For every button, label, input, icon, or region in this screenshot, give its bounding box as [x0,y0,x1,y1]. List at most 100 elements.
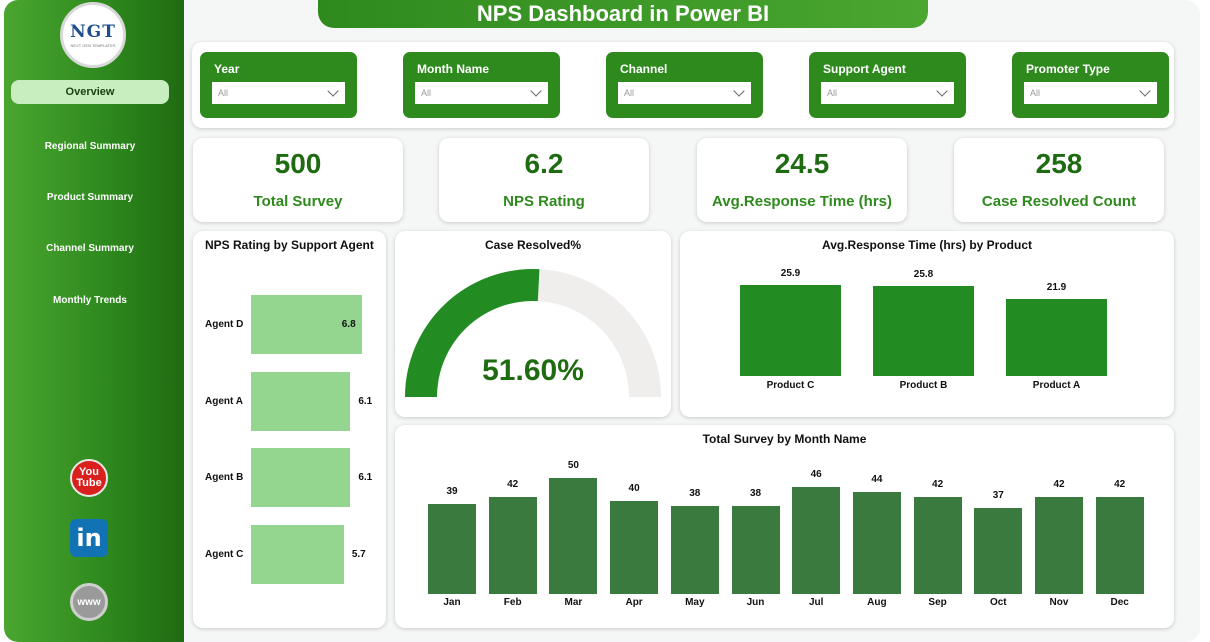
kpi-avg-response-time: 24.5 Avg.Response Time (hrs) [697,138,907,222]
bar [913,496,962,594]
category-label: Apr [625,597,643,608]
linkedin-icon[interactable]: in [70,519,108,557]
category-label: Agent D [205,319,244,330]
chart-title: Avg.Response Time (hrs) by Product [821,238,1033,252]
chart-response-time-by-product: Avg.Response Time (hrs) by Product 25.9 P… [680,231,1174,417]
bar [488,496,537,594]
data-label: 42 [932,478,944,490]
category-label: Dec [1110,597,1129,608]
category-label: May [685,597,705,608]
bar [792,487,841,594]
kpi-label: Case Resolved Count [981,193,1137,210]
data-label: 42 [507,478,519,490]
filter-promoter-type-label: Promoter Type [1026,62,1110,76]
bar [1006,299,1107,376]
bar [670,505,719,594]
filter-year: Year All [200,52,357,118]
bar [251,295,362,354]
youtube-icon-text-bottom: Tube [76,477,102,489]
category-label: Mar [564,597,583,608]
filter-month-name-value: All [421,88,432,98]
bar [251,372,351,431]
kpi-label: Total Survey [253,193,343,210]
bar [251,448,351,507]
filter-support-agent-select[interactable]: All [821,82,954,104]
filter-promoter-type-value: All [1030,88,1041,98]
chevron-down-icon [733,85,745,97]
youtube-icon[interactable]: You Tube [70,459,108,497]
category-label: Jan [443,597,461,608]
filter-support-agent-value: All [827,88,838,98]
bar [974,508,1023,594]
data-label: 37 [992,490,1004,502]
category-label: Agent A [205,396,243,407]
nav-overview[interactable]: Overview [11,80,169,104]
chart-nps-by-agent: NPS Rating by Support Agent Agent D 6.8 Ag… [193,231,386,628]
kpi-total-survey: 500 Total Survey [193,138,403,222]
kpi-value: 500 [274,148,322,179]
bar [1095,496,1144,594]
data-label: 38 [749,487,762,499]
category-label: Oct [989,597,1007,608]
chart-title: NPS Rating by Support Agent [205,238,374,252]
bar [1035,496,1083,594]
bar [549,478,598,594]
logo-text: NGT [70,22,116,42]
filter-channel-select[interactable]: All [618,82,751,104]
filter-year-label: Year [214,62,240,76]
data-label: 21.9 [1046,282,1067,294]
chart-case-resolved-gauge: Case Resolved% 51.60% [395,231,671,417]
data-label: 25.9 [780,268,801,280]
bar [740,285,841,376]
filter-channel-value: All [624,88,635,98]
chevron-down-icon [530,85,542,97]
data-label: 6.8 [341,319,356,330]
category-label: Product A [1032,380,1081,391]
globe-icon[interactable]: www [70,583,108,621]
gauge-fill [405,268,540,397]
filter-channel-label: Channel [620,62,668,76]
data-label: 6.1 [358,396,373,407]
filter-support-agent-label: Support Agent [823,62,906,76]
gauge-svg: 51.60% [405,268,661,397]
company-logo: NGT NEXT GEN TEMPLATES [60,2,126,68]
kpi-label: Avg.Response Time (hrs) [711,193,893,210]
bar [852,491,901,594]
filter-year-select[interactable]: All [212,82,345,104]
sidebar: NGT NEXT GEN TEMPLATES Overview Regional… [4,0,184,642]
category-label: Jun [746,597,765,608]
gauge-value: 51.60% [482,354,584,387]
data-label: 42 [1114,478,1126,490]
nav-channel-summary[interactable]: Channel Summary [46,242,134,254]
category-label: Jul [808,597,824,608]
data-label: 44 [871,473,883,485]
bar [428,503,476,594]
bar [251,525,344,584]
nav-monthly-trends[interactable]: Monthly Trends [53,294,127,306]
filter-promoter-type-select[interactable]: All [1024,82,1157,104]
chevron-down-icon [327,85,339,97]
data-label: 39 [446,485,458,497]
data-label: 46 [810,469,822,481]
kpi-value: 258 [1035,148,1083,179]
category-label: Nov [1049,597,1069,608]
category-label: Product B [899,380,948,391]
category-label: Aug [867,597,887,608]
data-label: 6.1 [358,472,373,483]
data-label: 40 [628,483,640,495]
filter-month-name: Month Name All [403,52,560,118]
nav-regional-summary[interactable]: Regional Summary [44,140,136,152]
globe-icon-text: www [77,596,101,608]
data-label: 5.7 [351,549,366,560]
page-title: NPS Dashboard in Power BI [318,0,928,28]
filter-support-agent: Support Agent All [809,52,966,118]
chevron-down-icon [936,85,948,97]
data-label: 25.8 [913,268,934,280]
bar [731,505,780,594]
kpi-value: 24.5 [774,148,830,179]
category-label: Sep [928,597,947,608]
filter-month-name-select[interactable]: All [415,82,548,104]
data-label: 50 [567,460,579,471]
bar [873,285,974,376]
nav-product-summary[interactable]: Product Summary [46,191,134,203]
